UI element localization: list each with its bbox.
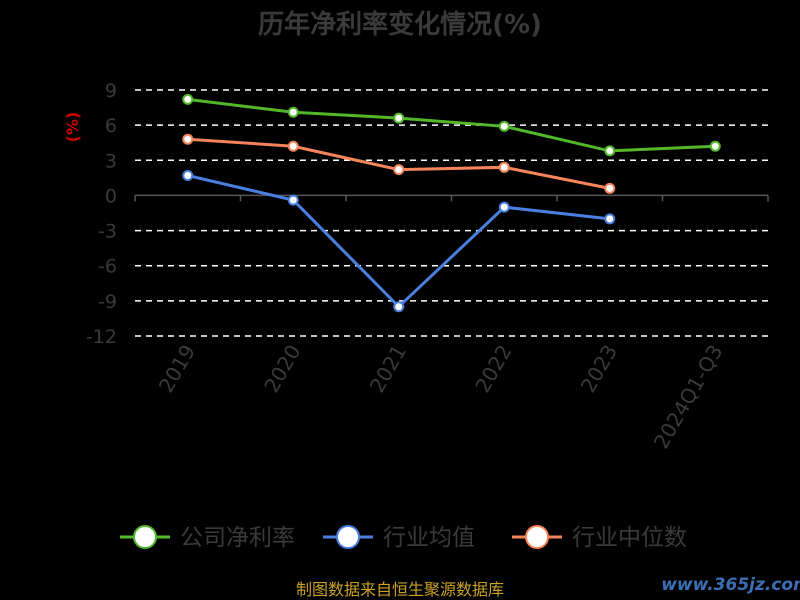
- y-tick-label: 9: [105, 80, 117, 102]
- legend-item[interactable]: 行业中位数: [512, 525, 687, 551]
- source-note: 制图数据来自恒生聚源数据库: [296, 580, 504, 599]
- watermark: www.365jz.com: [661, 575, 800, 595]
- series-line: [187, 97, 716, 153]
- y-tick-label: -3: [98, 221, 117, 243]
- x-tick-label: 2022: [470, 341, 516, 397]
- data-point[interactable]: [604, 213, 616, 225]
- legend-swatch-marker: [133, 525, 157, 549]
- data-point[interactable]: [498, 161, 510, 173]
- legend-label: 行业均值: [383, 525, 475, 551]
- legend-label: 公司净利率: [180, 525, 295, 551]
- chart-title: 历年净利率变化情况(%): [258, 9, 542, 40]
- x-tick-label: 2019: [154, 341, 200, 397]
- x-tick-label: 2020: [259, 341, 305, 397]
- legend-swatch-marker: [525, 525, 549, 549]
- x-tick-label: 2023: [576, 341, 622, 397]
- data-point[interactable]: [182, 133, 194, 145]
- data-point[interactable]: [182, 170, 194, 182]
- data-point[interactable]: [287, 140, 299, 152]
- data-point[interactable]: [498, 120, 510, 132]
- data-point[interactable]: [498, 201, 510, 213]
- legend: 公司净利率 行业均值 行业中位数: [120, 525, 687, 551]
- x-tick-label: 2024Q1-Q3: [649, 341, 728, 453]
- data-point[interactable]: [709, 140, 721, 152]
- series-layer: [182, 93, 721, 313]
- y-tick-label: 6: [105, 115, 117, 137]
- y-tick-label: 3: [105, 150, 117, 172]
- x-tick-label: 2021: [365, 341, 411, 397]
- grid-layer: [135, 89, 768, 337]
- legend-label: 行业中位数: [572, 525, 687, 551]
- y-tick-label: 0: [105, 185, 117, 207]
- y-tick-label: -9: [98, 291, 117, 313]
- data-point[interactable]: [182, 93, 194, 105]
- y-axis-label: (%): [63, 112, 82, 143]
- legend-item[interactable]: 行业均值: [323, 525, 475, 551]
- series-2: [182, 133, 616, 194]
- series-line: [187, 137, 611, 190]
- legend-item[interactable]: 公司净利率: [120, 525, 295, 551]
- legend-swatch-marker: [336, 525, 360, 549]
- y-tick-label: -6: [98, 256, 117, 278]
- series-0: [182, 93, 721, 157]
- series-1: [182, 170, 616, 313]
- data-point[interactable]: [393, 164, 405, 176]
- y-tick-label: -12: [86, 326, 117, 348]
- data-point[interactable]: [604, 145, 616, 157]
- data-point[interactable]: [287, 194, 299, 206]
- data-point[interactable]: [287, 106, 299, 118]
- data-point[interactable]: [604, 182, 616, 194]
- data-point[interactable]: [393, 112, 405, 124]
- data-point[interactable]: [393, 301, 405, 313]
